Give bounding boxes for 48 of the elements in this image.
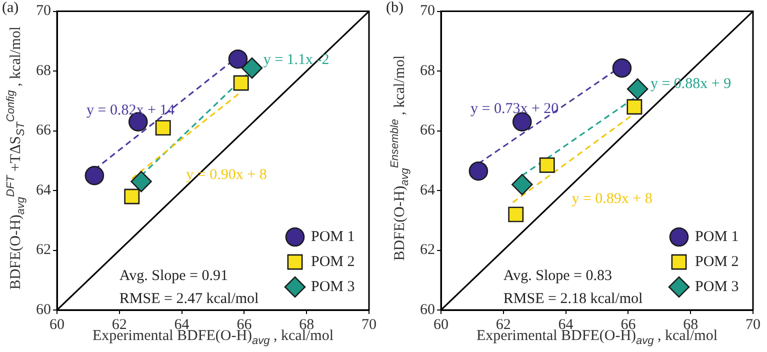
y-tick-label: 68 [420,62,435,79]
point [626,78,648,100]
annotation: Avg. Slope = 0.83 [503,268,612,284]
y-tick-label: 66 [36,122,52,139]
point [241,57,263,79]
annotation: RMSE = 2.18 kcal/mol [503,290,643,307]
point [233,75,249,91]
y-tick-label: 62 [420,242,435,258]
annotation: Avg. Slope = 0.91 [119,268,228,284]
x-tick-label: 62 [496,316,511,333]
point [508,206,524,222]
legend-label: POM 1 [311,228,355,245]
y-tick-label: 64 [420,182,436,198]
point [228,49,248,69]
point [511,174,533,196]
point [130,170,152,192]
annotation: y = 1.1x -2 [263,52,330,68]
legend-label: POM 3 [311,278,355,295]
legend-label: POM 2 [311,254,355,270]
x-tick-label: 60 [50,316,64,333]
y-tick-label: 64 [36,182,52,198]
annotation: y = 0.82x + 14 [86,102,176,118]
point [84,166,104,186]
y-tick-label: 66 [420,122,436,139]
annotation: y = 0.89x + 8 [572,191,652,208]
point [124,188,140,204]
annotation: RMSE = 2.47 kcal/mol [119,290,259,307]
point [512,112,532,132]
y-tick-label: 70 [420,3,435,20]
x-tick-label: 70 [362,316,376,333]
y-tick-label: 68 [36,62,51,79]
chart-title: (a) [2,0,19,17]
y-tick-label: 60 [36,302,51,318]
point [468,161,488,181]
x-tick-label: 62 [112,316,127,333]
y-tick-label: 62 [36,242,51,258]
x-tick-label: 70 [746,316,760,333]
point [612,58,632,78]
point [539,157,555,173]
point [626,99,642,115]
point [155,120,171,136]
x-tick-label: 60 [434,316,448,333]
legend-label: POM 1 [695,228,739,245]
legend-label: POM 2 [695,254,739,270]
y-tick-label: 70 [36,3,51,20]
y-tick-label: 60 [420,302,435,318]
legend-label: POM 3 [695,278,739,295]
chart-title: (b) [386,0,404,17]
